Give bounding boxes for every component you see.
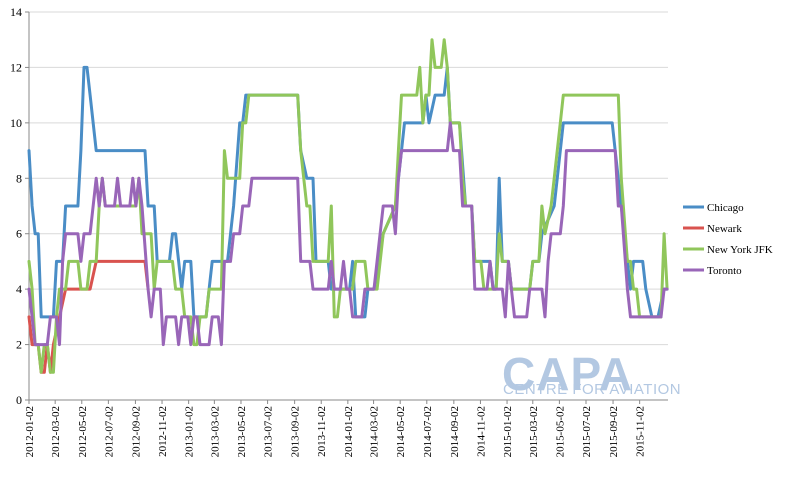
x-tick-label: 2012-05-02 — [77, 406, 89, 457]
x-tick-label: 2012-11-02 — [157, 406, 169, 457]
x-tick-label: 2014-01-02 — [343, 406, 355, 457]
axes — [25, 11, 668, 404]
grid-lines — [29, 11, 668, 346]
legend-label: New York JFK — [707, 244, 773, 256]
legend-label: Newark — [707, 223, 742, 235]
x-tick-label: 2014-11-02 — [475, 406, 487, 457]
x-tick-label: 2012-03-02 — [50, 406, 62, 457]
watermark-sub: CENTRE FOR AVIATION — [503, 381, 681, 398]
x-tick-labels: 2012-01-02 2012-03-02 2012-05-02 2012-07-02… — [24, 406, 647, 457]
x-tick-label: 2015-03-02 — [528, 406, 540, 457]
x-tick-label: 2015-07-02 — [581, 406, 593, 457]
series-line-toronto — [27, 121, 669, 347]
x-tick-label: 2014-05-02 — [395, 406, 407, 457]
y-tick-label: 12 — [10, 60, 22, 74]
y-tick-label: 4 — [16, 282, 22, 296]
x-tick-label: 2012-07-02 — [103, 406, 115, 457]
series-lines — [27, 38, 669, 374]
legend-label: Chicago — [707, 202, 744, 214]
y-tick-label: 10 — [10, 116, 22, 130]
y-tick-labels: 0 2 4 6 8 10 12 14 — [10, 5, 22, 407]
capa-watermark: CAPA CENTRE FOR AVIATION — [502, 348, 681, 400]
x-tick-label: 2014-07-02 — [422, 406, 434, 457]
x-tick-label: 2015-11-02 — [635, 406, 647, 457]
y-tick-label: 14 — [10, 5, 22, 19]
x-tick-label: 2012-09-02 — [130, 406, 142, 457]
y-tick-label: 8 — [16, 171, 22, 185]
x-tick-label: 2015-05-02 — [554, 406, 566, 457]
x-tick-label: 2013-09-02 — [290, 406, 302, 457]
y-tick-label: 0 — [16, 393, 22, 407]
y-tick-label: 6 — [16, 227, 22, 241]
x-tick-label: 2013-03-02 — [209, 406, 221, 457]
x-tick-label: 2013-05-02 — [236, 406, 248, 457]
series-line-chicago — [27, 65, 669, 319]
x-tick-label: 2014-03-02 — [369, 406, 381, 457]
watermark-main: CAPA — [502, 348, 633, 400]
series-line-new-york-jfk — [27, 38, 669, 374]
y-tick-label: 2 — [16, 338, 22, 352]
x-tick-label: 2012-01-02 — [24, 406, 36, 457]
x-tick-label: 2015-01-02 — [502, 406, 514, 457]
x-tick-label: 2013-01-02 — [184, 406, 196, 457]
x-tick-label: 2014-09-02 — [449, 406, 461, 457]
legend: Chicago Newark New York JFK Toronto — [683, 202, 773, 277]
legend-label: Toronto — [707, 265, 742, 277]
x-tick-label: 2015-09-02 — [608, 406, 620, 457]
x-tick-label: 2013-07-02 — [263, 406, 275, 457]
x-tick-label: 2013-11-02 — [316, 406, 328, 457]
